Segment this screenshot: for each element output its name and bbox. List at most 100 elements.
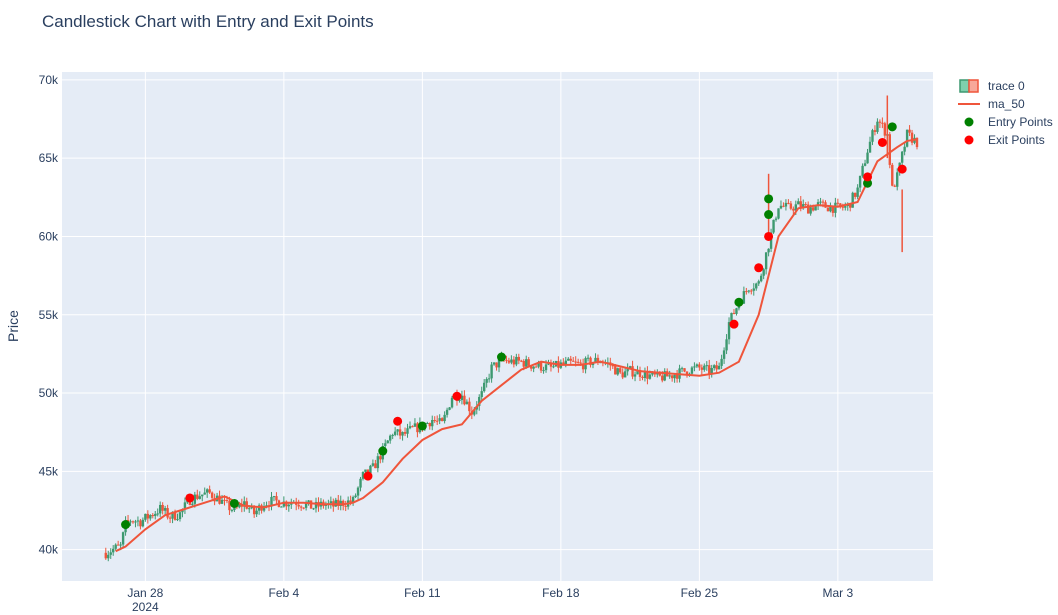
candle-body bbox=[537, 362, 540, 367]
candle-body bbox=[149, 515, 152, 519]
candle-body bbox=[433, 420, 436, 422]
legend-swatch-increasing bbox=[959, 79, 970, 93]
candle-body bbox=[720, 358, 723, 366]
entry-point bbox=[764, 194, 774, 204]
candle-body bbox=[839, 203, 842, 207]
candle-body bbox=[873, 130, 877, 132]
exit-point bbox=[897, 164, 907, 174]
candle-body bbox=[856, 187, 859, 197]
candle-body bbox=[156, 513, 159, 515]
candle-body bbox=[134, 521, 137, 523]
candle-body bbox=[804, 204, 807, 206]
candle-body bbox=[611, 365, 614, 367]
candle-body bbox=[757, 281, 760, 284]
candle-body bbox=[220, 499, 224, 504]
candle-body bbox=[401, 432, 404, 436]
candle-body bbox=[542, 370, 545, 372]
candle-body bbox=[851, 192, 854, 208]
candle-body bbox=[445, 409, 449, 415]
candle-body bbox=[287, 504, 291, 507]
exit-point bbox=[764, 231, 774, 241]
x-tick-label: Feb 11 bbox=[404, 586, 441, 600]
candle-body bbox=[201, 494, 204, 497]
x-tick-label: Mar 3 bbox=[823, 586, 854, 600]
candle-body bbox=[107, 554, 110, 559]
y-tick-label: 50k bbox=[39, 386, 59, 400]
entry-point bbox=[734, 297, 744, 307]
legend-item-entry-points[interactable]: Entry Points bbox=[964, 115, 1053, 129]
candle-body bbox=[109, 552, 112, 555]
candle-body bbox=[764, 252, 768, 270]
candle-body bbox=[136, 520, 140, 522]
candle-body bbox=[450, 397, 454, 408]
candle-body bbox=[871, 130, 874, 142]
candle-body bbox=[416, 423, 419, 433]
candle-body bbox=[371, 463, 375, 466]
candle-body bbox=[549, 363, 553, 367]
candle-body bbox=[238, 504, 241, 508]
candle-body bbox=[369, 465, 372, 474]
legend-item-trace-0[interactable]: trace 0 bbox=[959, 79, 1025, 93]
candle-body bbox=[594, 357, 597, 363]
candle-body bbox=[312, 508, 315, 510]
candle-body bbox=[228, 500, 231, 511]
candle-body bbox=[735, 308, 738, 314]
x-tick-label: Feb 25 bbox=[681, 586, 719, 600]
candle-body bbox=[255, 510, 258, 515]
candle-body bbox=[376, 456, 380, 469]
candle-body bbox=[700, 367, 704, 370]
candle-body bbox=[193, 494, 197, 504]
candle-body bbox=[406, 428, 409, 434]
candle-body bbox=[438, 418, 441, 421]
candle-body bbox=[782, 205, 785, 207]
candle-body bbox=[411, 426, 414, 428]
candle-body bbox=[507, 360, 511, 363]
candle-body bbox=[205, 489, 209, 493]
candle-body bbox=[173, 511, 177, 520]
candle-body bbox=[512, 359, 516, 365]
candle-body bbox=[683, 368, 686, 372]
legend-item-exit-points[interactable]: Exit Points bbox=[964, 133, 1045, 147]
candle-body bbox=[821, 201, 825, 203]
candle-body bbox=[393, 431, 397, 435]
candle-body bbox=[532, 366, 535, 369]
candle-body bbox=[487, 378, 491, 380]
legend-item-ma-50[interactable]: ma_50 bbox=[958, 97, 1025, 111]
candle-body bbox=[359, 478, 362, 488]
exit-point bbox=[393, 416, 403, 426]
grid bbox=[62, 72, 933, 581]
candle-body bbox=[712, 365, 716, 369]
candle-body bbox=[534, 366, 538, 368]
candle-body bbox=[354, 495, 357, 498]
legend[interactable]: trace 0 ma_50 Entry Points Exit Points bbox=[958, 79, 1053, 147]
candle-body bbox=[663, 371, 666, 381]
candle-body bbox=[811, 207, 815, 211]
candle-body bbox=[248, 508, 251, 510]
candle-body bbox=[673, 374, 676, 379]
exit-point bbox=[877, 137, 887, 147]
candle-body bbox=[732, 312, 736, 314]
legend-label: trace 0 bbox=[988, 79, 1025, 93]
exit-point bbox=[185, 493, 195, 503]
candle-body bbox=[329, 501, 333, 504]
candle-body bbox=[863, 163, 867, 166]
candle-body bbox=[742, 291, 746, 304]
candle-body bbox=[163, 508, 167, 511]
candle-body bbox=[695, 364, 699, 367]
candle-body bbox=[772, 219, 775, 233]
candle-body bbox=[440, 418, 444, 422]
candle-body bbox=[539, 362, 543, 371]
exit-point bbox=[729, 319, 739, 329]
candle-body bbox=[225, 500, 229, 502]
candle-body bbox=[275, 496, 278, 501]
candle-body bbox=[282, 501, 286, 507]
candle-body bbox=[126, 519, 130, 522]
candle-body bbox=[564, 360, 568, 365]
candle-body bbox=[574, 361, 577, 363]
candle-body bbox=[881, 122, 884, 124]
candle-body bbox=[576, 361, 580, 363]
candle-body bbox=[141, 519, 145, 527]
candle-body bbox=[829, 206, 832, 212]
candle-body bbox=[379, 456, 382, 460]
